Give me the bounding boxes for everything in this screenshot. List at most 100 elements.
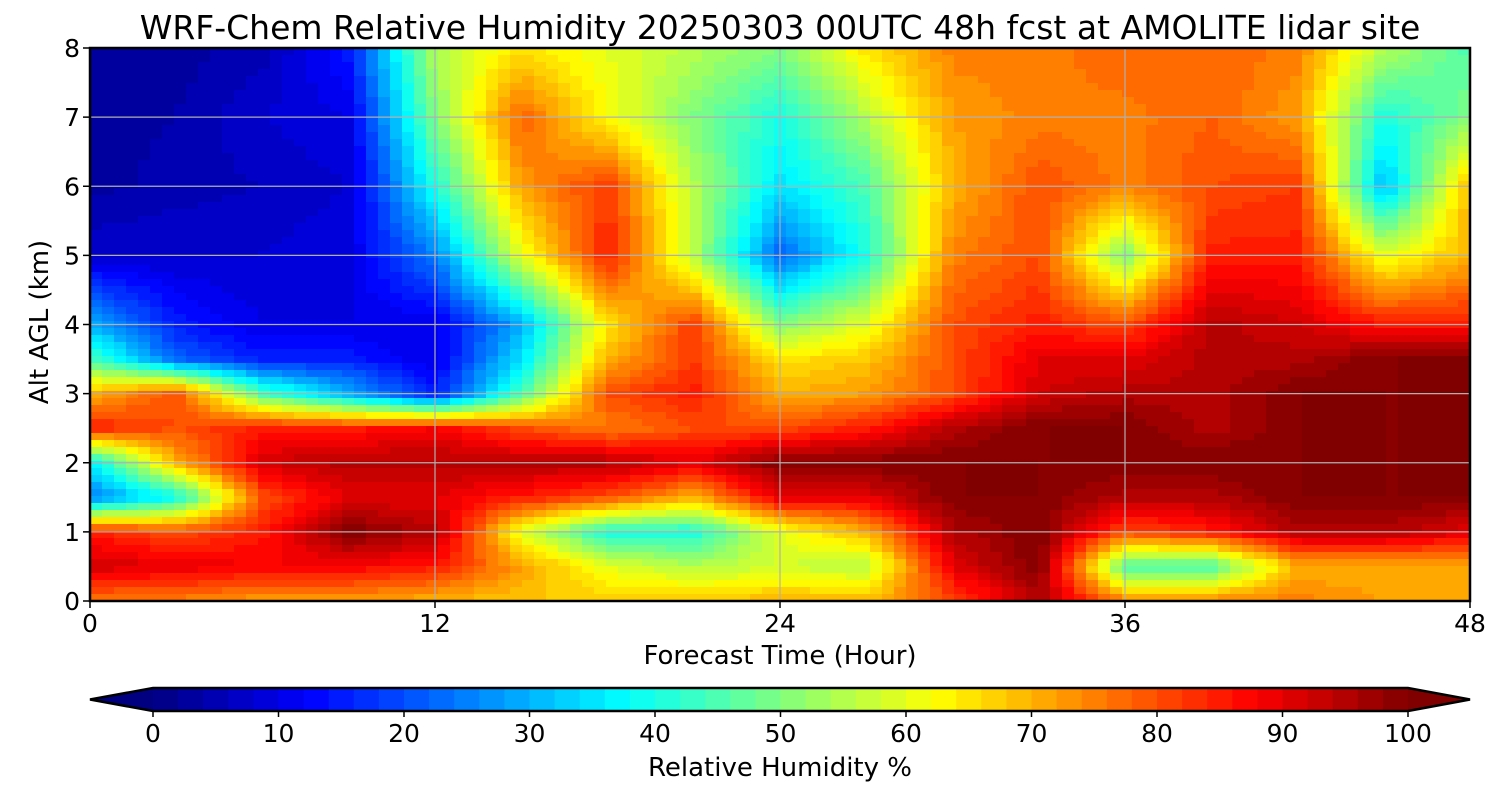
rh-cell (162, 146, 175, 154)
rh-cell (570, 293, 583, 301)
rh-cell (546, 111, 559, 119)
rh-cell (714, 307, 727, 315)
rh-cell (1062, 181, 1075, 189)
rh-cell (1422, 181, 1435, 189)
rh-cell (498, 97, 511, 105)
rh-cell (114, 139, 127, 147)
rh-cell (1434, 223, 1447, 231)
rh-cell (1338, 139, 1351, 147)
rh-cell (174, 167, 187, 175)
rh-cell (582, 328, 595, 336)
rh-cell (786, 258, 799, 266)
rh-cell (282, 258, 295, 266)
rh-cell (1434, 202, 1447, 210)
rh-cell (1158, 132, 1171, 140)
rh-cell (150, 300, 163, 308)
rh-cell (138, 55, 151, 63)
rh-cell (102, 167, 115, 175)
rh-cell (1026, 160, 1039, 168)
rh-cell (966, 174, 979, 182)
rh-cell (1014, 83, 1027, 91)
rh-cell (858, 125, 871, 133)
rh-cell (990, 342, 1003, 350)
rh-cell (1410, 104, 1423, 112)
rh-cell (234, 174, 247, 182)
rh-cell (1050, 153, 1063, 161)
rh-cell (1410, 342, 1423, 350)
rh-cell (90, 202, 103, 210)
rh-cell (1458, 90, 1471, 98)
rh-cell (642, 181, 655, 189)
rh-cell (1182, 111, 1195, 119)
rh-cell (870, 69, 883, 77)
rh-cell (1050, 118, 1063, 126)
rh-cell (426, 293, 439, 301)
rh-cell (270, 279, 283, 287)
rh-cell (1122, 265, 1135, 273)
rh-cell (1446, 328, 1459, 336)
rh-cell (1050, 69, 1063, 77)
rh-cell (762, 335, 775, 343)
rh-cell (426, 132, 439, 140)
rh-cell (1350, 48, 1363, 56)
rh-cell (1326, 237, 1339, 245)
rh-cell (834, 55, 847, 63)
rh-cell (738, 181, 751, 189)
rh-cell (1086, 48, 1099, 56)
rh-cell (210, 349, 223, 357)
rh-cell (486, 69, 499, 77)
rh-cell (258, 132, 271, 140)
rh-cell (642, 216, 655, 224)
rh-cell (618, 132, 631, 140)
rh-cell (1242, 293, 1255, 301)
rh-cell (798, 195, 811, 203)
rh-cell (726, 69, 739, 77)
rh-cell (414, 258, 427, 266)
rh-cell (990, 230, 1003, 238)
rh-cell (1290, 132, 1303, 140)
rh-cell (138, 307, 151, 315)
rh-cell (1314, 272, 1327, 280)
rh-cell (1170, 104, 1183, 112)
rh-cell (1086, 223, 1099, 231)
rh-cell (198, 111, 211, 119)
rh-cell (474, 244, 487, 252)
rh-cell (654, 202, 667, 210)
rh-cell (1218, 118, 1231, 126)
rh-cell (378, 230, 391, 238)
rh-cell (210, 209, 223, 217)
rh-cell (1062, 230, 1075, 238)
rh-cell (438, 279, 451, 287)
rh-cell (930, 328, 943, 336)
rh-cell (1014, 265, 1027, 273)
rh-cell (510, 293, 523, 301)
rh-cell (534, 188, 547, 196)
rh-cell (1110, 286, 1123, 294)
rh-cell (798, 69, 811, 77)
rh-cell (1242, 286, 1255, 294)
rh-cell (438, 195, 451, 203)
rh-cell (654, 76, 667, 84)
rh-cell (222, 237, 235, 245)
rh-cell (1146, 188, 1159, 196)
rh-cell (534, 104, 547, 112)
rh-cell (462, 293, 475, 301)
rh-cell (270, 265, 283, 273)
rh-cell (318, 258, 331, 266)
rh-cell (750, 69, 763, 77)
rh-cell (738, 104, 751, 112)
rh-cell (1026, 314, 1039, 322)
rh-cell (186, 76, 199, 84)
rh-cell (1242, 167, 1255, 175)
rh-cell (534, 237, 547, 245)
rh-cell (678, 265, 691, 273)
rh-cell (378, 146, 391, 154)
rh-cell (1002, 293, 1015, 301)
rh-cell (1458, 223, 1471, 231)
rh-cell (894, 265, 907, 273)
rh-cell (894, 153, 907, 161)
rh-cell (1242, 83, 1255, 91)
rh-cell (462, 118, 475, 126)
rh-cell (630, 132, 643, 140)
rh-cell (366, 328, 379, 336)
